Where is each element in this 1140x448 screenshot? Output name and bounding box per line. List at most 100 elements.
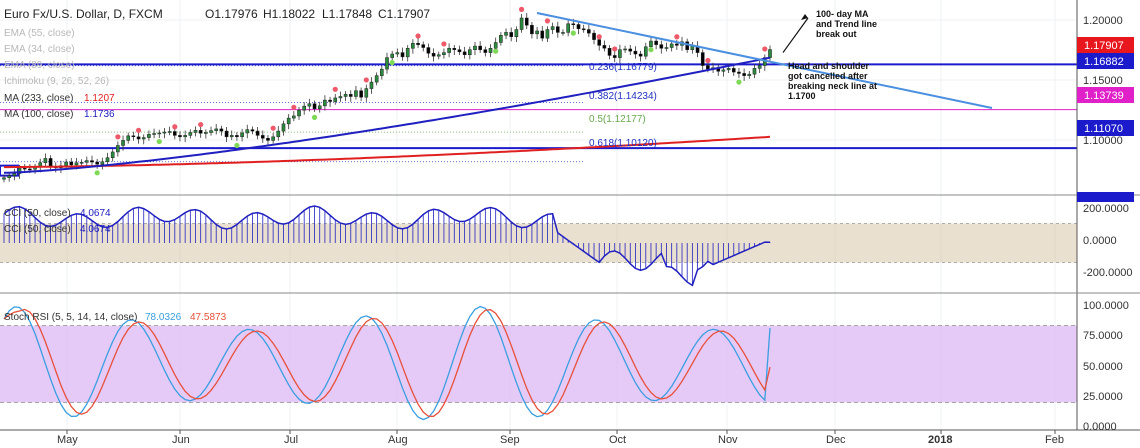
candle-body — [152, 133, 156, 135]
candle-body — [592, 32, 596, 40]
stoch-rsi-d-line — [3, 308, 771, 417]
annotation-breakout-3: break out — [816, 29, 857, 39]
candle-body — [302, 105, 306, 111]
xtick-feb: Feb — [1045, 434, 1064, 446]
fib-label-0382: 0.382(1.14234) — [589, 91, 657, 102]
candle-body — [416, 42, 420, 45]
candle-body — [12, 173, 17, 176]
price-tag-pink: 1.13739 — [1084, 90, 1124, 102]
candle-body — [488, 48, 493, 53]
candle-body — [742, 73, 746, 76]
candle-body — [576, 24, 581, 30]
candle-body — [395, 52, 400, 55]
candle-body — [514, 29, 519, 37]
candle-body — [147, 134, 151, 138]
candle-body — [390, 53, 394, 58]
signal-dot — [570, 30, 576, 36]
ohlc-low: L1.17848 — [322, 7, 372, 21]
annotation-hs-2: got cancelled after — [788, 71, 868, 81]
candle-body — [116, 145, 120, 153]
signal-dot — [135, 127, 142, 133]
candle-body — [540, 30, 545, 39]
candle-body — [183, 135, 187, 138]
candle-body — [85, 160, 89, 163]
xtick-may: May — [57, 434, 78, 446]
candle-body — [260, 135, 265, 139]
signal-dot — [363, 77, 369, 83]
signal-dot — [648, 47, 654, 53]
candle-body — [110, 151, 115, 158]
candle-body — [136, 136, 141, 140]
candle-body — [271, 136, 275, 141]
candle-body — [178, 135, 182, 138]
candle-body — [286, 117, 291, 125]
candle-body — [188, 132, 193, 136]
candle-body — [685, 41, 689, 50]
symbol-title: Euro Fx/U.S. Dollar, D, FXCM — [4, 7, 163, 21]
price-tags: 1.17907 1.16882 1.13739 1.11070 — [1077, 37, 1134, 202]
candle-body — [405, 48, 410, 58]
annotation-hs-1: Head and shoulder — [788, 61, 870, 71]
price-pane — [0, 6, 1077, 183]
candle-body — [338, 96, 343, 99]
candle-body — [157, 132, 162, 135]
candle-body — [292, 115, 296, 119]
candle-body — [95, 161, 99, 165]
candle-body — [235, 135, 239, 138]
xtick-2018: 2018 — [928, 434, 952, 446]
candle-body — [452, 48, 457, 50]
ytick-price-3: 1.10000 — [1083, 135, 1123, 147]
ytick-cci-3: -200.0000 — [1083, 267, 1133, 279]
signal-dot — [441, 41, 447, 47]
cci-legend-2: CCI (50, close) — [4, 224, 71, 235]
candle-body — [333, 97, 338, 102]
candle-body — [131, 135, 136, 138]
candle-body — [566, 23, 570, 33]
ytick-cci-2: 0.0000 — [1083, 235, 1117, 247]
xtick-sep: Sep — [500, 434, 520, 446]
signal-dot — [172, 124, 178, 130]
fib-label-0618: 0.618(1.10120) — [589, 138, 657, 149]
xtick-dec: Dec — [826, 434, 846, 446]
candle-body — [675, 43, 679, 46]
candle-body — [141, 137, 146, 140]
price-tag-support-bg — [1077, 120, 1134, 136]
price-tag-ma-bg — [1077, 192, 1134, 202]
candle-body — [669, 43, 674, 48]
xtick-jul: Jul — [284, 434, 298, 446]
candle-body — [64, 161, 68, 166]
candle-body — [167, 131, 172, 133]
price-tag-pink-bg — [1077, 87, 1134, 103]
ytick-rsi-1: 100.0000 — [1083, 300, 1129, 312]
trend-line — [536, 11, 993, 110]
candle-body — [364, 88, 369, 98]
candle-body — [281, 123, 286, 132]
annotation-hs-3: breaking neck line at — [788, 81, 877, 91]
legend-ma100-value: 1.1736 — [84, 109, 115, 120]
signal-dot — [736, 79, 742, 85]
xtick-oct: Oct — [609, 434, 626, 446]
candle-body — [530, 24, 534, 35]
breakout-arrowhead — [801, 14, 808, 21]
candle-body — [162, 131, 167, 134]
candle-body — [768, 49, 772, 58]
candle-body — [664, 47, 669, 49]
candle-body — [121, 140, 125, 146]
candle-body — [612, 55, 617, 58]
candle-body — [752, 68, 757, 75]
candle-body — [431, 53, 436, 57]
candle-body — [266, 138, 270, 141]
candle-body — [105, 157, 110, 162]
candle-body — [323, 99, 327, 107]
candle-body — [307, 103, 312, 107]
candle-body — [28, 168, 32, 171]
ytick-rsi-5: 0.0000 — [1083, 421, 1117, 433]
fib-label-0236: 0.236(1.16779) — [589, 62, 657, 73]
signal-dot — [544, 18, 551, 24]
legend-ma233: MA (233, close) — [4, 93, 73, 104]
candle-body — [250, 129, 255, 132]
candle-body — [2, 177, 6, 180]
candle-body — [204, 132, 208, 134]
